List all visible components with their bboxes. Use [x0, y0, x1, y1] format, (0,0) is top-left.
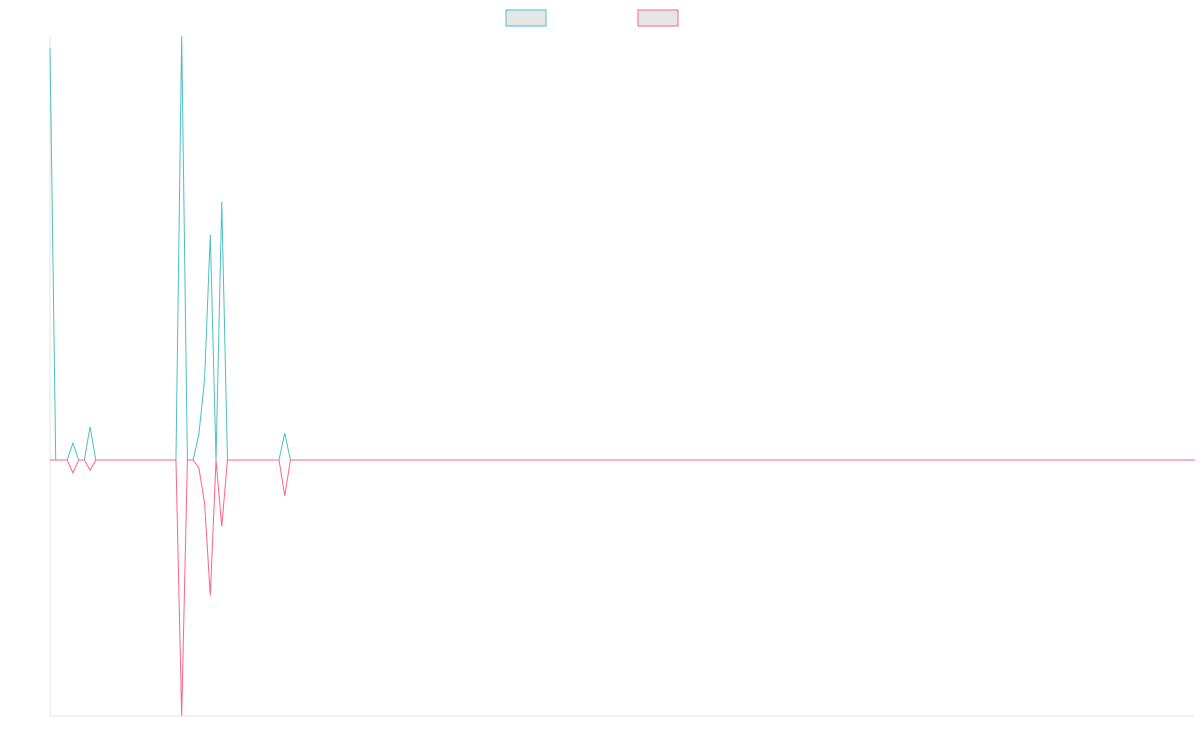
legend-swatch — [637, 9, 679, 27]
series-line — [49, 35, 1195, 461]
legend-swatch — [505, 9, 547, 27]
series-line — [50, 459, 1195, 717]
